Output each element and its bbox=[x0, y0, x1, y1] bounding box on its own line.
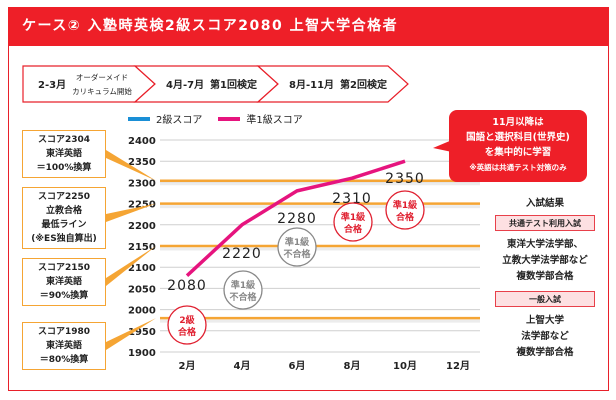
timeline-period-1: 2-3月 bbox=[38, 79, 66, 91]
callout-line: 最低ライン bbox=[41, 220, 87, 230]
result-badge-text: 合格 bbox=[396, 211, 415, 223]
callout-line: 東洋英語 bbox=[45, 341, 82, 351]
results-text-1b: 立教大学法学部など bbox=[502, 255, 588, 266]
callout-line: スコア2304 bbox=[37, 135, 91, 145]
series-line-pre1kyu bbox=[185, 159, 406, 277]
x-tick-label: 4月 bbox=[234, 360, 251, 372]
data-label: 2310 bbox=[332, 191, 372, 207]
x-tick-label: 10月 bbox=[393, 360, 417, 372]
timeline-label-1b: カリキュラム開始 bbox=[72, 86, 132, 96]
callout-line: スコア1980 bbox=[37, 327, 91, 337]
data-label: 2220 bbox=[222, 246, 262, 262]
x-tick-label: 12月 bbox=[446, 360, 470, 372]
y-tick-label: 2000 bbox=[128, 306, 156, 317]
x-tick-label: 2月 bbox=[179, 360, 196, 372]
data-label: 2350 bbox=[385, 171, 425, 187]
x-tick-label: 6月 bbox=[289, 360, 306, 372]
callout-pointer bbox=[106, 318, 156, 350]
callout-line: ＝80%換算 bbox=[39, 355, 89, 365]
legend-label-2kyu: 2級スコア bbox=[156, 115, 203, 126]
y-tick-label: 2350 bbox=[128, 157, 156, 168]
results-badge-general: 一般入試 bbox=[495, 291, 595, 307]
timeline-period-2: 4月-7月 bbox=[166, 79, 204, 91]
callout-line: (※ES独自算出) bbox=[31, 234, 97, 244]
study-note: 11月以降は 国語と選択科目(世界史) を集中的に学習 ※英語は共通テスト対策の… bbox=[449, 110, 587, 182]
results-text-2c: 複数学部合格 bbox=[516, 347, 574, 358]
result-badge-text: 準1級 bbox=[231, 279, 255, 291]
timeline-label-3: 第2回検定 bbox=[340, 78, 387, 91]
note-line-1: 11月以降は bbox=[492, 117, 544, 128]
data-label: 2080 bbox=[167, 278, 207, 294]
callout-line: ＝90%換算 bbox=[39, 291, 89, 301]
callout-pointer bbox=[106, 150, 156, 181]
result-badge-text: 準1級 bbox=[285, 236, 309, 248]
x-tick-label: 8月 bbox=[344, 360, 361, 372]
chart-legend: 2級スコア 準1級スコア bbox=[128, 111, 303, 126]
callout-line: ＝100%換算 bbox=[36, 163, 92, 173]
y-tick-label: 2100 bbox=[128, 263, 156, 274]
timeline-period-3: 8月-11月 bbox=[289, 79, 334, 91]
result-badge-circle bbox=[277, 227, 317, 267]
callout-line: スコア2150 bbox=[37, 263, 91, 273]
results-title: 入試結果 bbox=[525, 198, 564, 209]
y-tick-label: 1900 bbox=[128, 348, 156, 359]
result-badge-text: 準1級 bbox=[341, 211, 365, 223]
result-badge-text: 準1級 bbox=[393, 199, 417, 211]
timeline-label-1a: オーダーメイド bbox=[76, 72, 128, 82]
score-callout: スコア2250 立教合格最低ライン (※ES独自算出) bbox=[22, 187, 106, 249]
y-tick-label: 2400 bbox=[128, 136, 156, 147]
result-badge-text: 2級 bbox=[179, 314, 194, 326]
result-badge-text: 不合格 bbox=[283, 248, 311, 260]
y-tick-label: 2250 bbox=[128, 200, 156, 211]
score-callout: スコア1980 東洋英語 ＝80%換算 bbox=[22, 322, 106, 370]
timeline-step-3 bbox=[256, 65, 409, 103]
result-badge-text: 合格 bbox=[344, 223, 363, 235]
y-tick-label: 2150 bbox=[128, 242, 156, 253]
callout-line: 立教合格 bbox=[45, 206, 82, 216]
exam-results: 入試結果 共通テスト利用入試 東洋大学法学部、 立教大学法学部など 複数学部合格… bbox=[490, 195, 600, 361]
note-line-3: を集中的に学習 bbox=[484, 147, 552, 158]
y-tick-label: 1950 bbox=[128, 327, 156, 338]
callout-line: スコア2250 bbox=[37, 192, 91, 202]
score-callout: スコア2150 東洋英語 ＝90%換算 bbox=[22, 258, 106, 306]
callout-pointer bbox=[106, 246, 156, 286]
callout-line: 東洋英語 bbox=[45, 149, 82, 159]
note-line-2: 国語と選択科目(世界史) bbox=[466, 132, 570, 143]
callout-pointer bbox=[106, 203, 156, 222]
legend-label-pre1kyu: 準1級スコア bbox=[246, 115, 303, 126]
results-text-1c: 複数学部合格 bbox=[516, 271, 574, 282]
results-text-2b: 法学部など bbox=[521, 331, 569, 342]
results-text-1a: 東洋大学法学部、 bbox=[506, 239, 583, 250]
legend-swatch-blue bbox=[128, 116, 150, 121]
callout-line: 東洋英語 bbox=[45, 277, 82, 287]
y-tick-label: 2200 bbox=[128, 221, 156, 232]
result-badge-circle bbox=[333, 202, 373, 242]
result-badge-text: 合格 bbox=[178, 326, 197, 338]
score-callout: スコア2304 東洋英語 ＝100%換算 bbox=[22, 130, 106, 178]
results-badge-common-test: 共通テスト利用入試 bbox=[495, 215, 595, 231]
result-badge-circle bbox=[167, 305, 207, 345]
timeline-label-2: 第1回検定 bbox=[210, 78, 257, 91]
result-badge-text: 不合格 bbox=[229, 291, 257, 303]
y-tick-label: 2050 bbox=[128, 284, 156, 295]
case-title: ケース② 入塾時英検2級スコア2080 上智大学合格者 bbox=[8, 7, 609, 46]
legend-swatch-pink bbox=[218, 116, 241, 121]
result-badge-circle bbox=[385, 190, 425, 230]
y-tick-label: 2300 bbox=[128, 178, 156, 189]
note-small: ※英語は共通テスト対策のみ bbox=[469, 163, 567, 172]
results-text-2a: 上智大学 bbox=[525, 315, 564, 326]
data-label: 2280 bbox=[277, 211, 317, 227]
result-badge-circle bbox=[223, 270, 263, 310]
